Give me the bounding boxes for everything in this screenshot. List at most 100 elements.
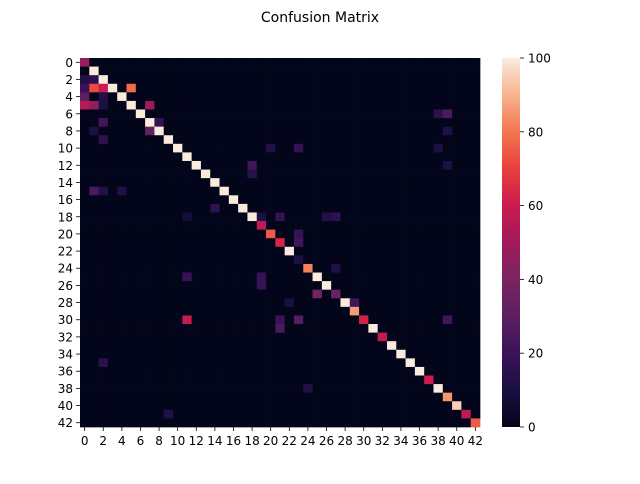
heatmap-cell <box>331 66 341 76</box>
heatmap-cell <box>266 143 276 153</box>
heatmap-cell <box>182 401 192 411</box>
heatmap-cell <box>191 298 202 308</box>
heatmap-cell <box>293 289 304 299</box>
heatmap-cell <box>107 392 118 402</box>
heatmap-cell <box>210 324 220 333</box>
heatmap-cell <box>210 212 220 222</box>
heatmap-cell <box>461 289 472 299</box>
heatmap-cell <box>321 358 332 368</box>
heatmap-cell <box>89 392 99 402</box>
heatmap-cell <box>200 366 211 376</box>
heatmap-cell <box>303 255 313 265</box>
heatmap-cell <box>377 75 388 85</box>
heatmap-cell <box>461 366 472 376</box>
heatmap-cell <box>117 212 127 222</box>
heatmap-cell <box>340 332 351 342</box>
heatmap-cell <box>191 83 202 93</box>
heatmap-cell <box>173 238 183 248</box>
heatmap-cell <box>126 384 137 394</box>
heatmap-cell <box>117 366 127 376</box>
heatmap-cell <box>107 143 118 153</box>
heatmap-cell <box>396 332 406 342</box>
heatmap-cell <box>80 203 90 213</box>
heatmap-cell <box>275 418 286 428</box>
heatmap-cell <box>256 152 267 162</box>
heatmap-cell <box>117 58 127 67</box>
heatmap-cell <box>256 118 267 128</box>
heatmap-cell <box>135 152 146 162</box>
heatmap-cell <box>219 298 230 308</box>
heatmap-cell <box>293 58 304 67</box>
heatmap-cell <box>238 358 248 368</box>
heatmap-cell <box>331 143 341 153</box>
heatmap-cell <box>200 341 211 351</box>
heatmap-cell <box>266 152 276 162</box>
heatmap-cell <box>368 212 379 222</box>
heatmap-cell <box>293 409 304 419</box>
heatmap-cell <box>126 341 137 351</box>
heatmap-cell <box>275 255 286 265</box>
heatmap-cell <box>275 384 286 394</box>
heatmap-cell <box>98 358 109 368</box>
heatmap-cell <box>182 332 192 342</box>
heatmap-cell <box>154 418 165 428</box>
heatmap-cell <box>461 152 472 162</box>
heatmap-cell <box>359 272 369 282</box>
heatmap-cell <box>200 409 211 419</box>
heatmap-cell <box>228 92 239 102</box>
heatmap-cell <box>80 160 90 170</box>
heatmap-cell <box>107 401 118 411</box>
heatmap-cell <box>442 255 453 265</box>
heatmap-cell <box>293 366 304 376</box>
heatmap-cell <box>461 203 472 213</box>
heatmap-cell <box>247 152 258 162</box>
heatmap-cell <box>303 109 313 119</box>
heatmap-cell <box>470 126 481 136</box>
heatmap-cell <box>405 324 416 333</box>
heatmap-cell <box>442 229 453 239</box>
heatmap-cell <box>470 195 481 205</box>
heatmap-cell <box>117 401 127 411</box>
heatmap-cell <box>349 349 360 359</box>
heatmap-cell <box>377 195 388 205</box>
heatmap-cell <box>452 324 462 333</box>
heatmap-cell <box>377 315 388 325</box>
heatmap-cell <box>256 401 267 411</box>
heatmap-cell <box>135 272 146 282</box>
heatmap-cell <box>405 66 416 76</box>
heatmap-cell <box>145 152 155 162</box>
heatmap-cell <box>340 341 351 351</box>
heatmap-cell <box>145 58 155 67</box>
heatmap-cell <box>135 238 146 248</box>
heatmap-cell <box>191 392 202 402</box>
heatmap-cell <box>191 100 202 110</box>
heatmap-cell <box>89 418 99 428</box>
heatmap-cell <box>89 238 99 248</box>
heatmap-cell <box>321 143 332 153</box>
heatmap-cell <box>173 349 183 359</box>
heatmap-cell <box>377 143 388 153</box>
heatmap-cell <box>368 315 379 325</box>
heatmap-cell <box>173 418 183 428</box>
heatmap-cell <box>98 341 109 351</box>
heatmap-cell <box>210 332 220 342</box>
heatmap-cell <box>405 281 416 291</box>
heatmap-cell <box>303 418 313 428</box>
heatmap-cell <box>107 366 118 376</box>
heatmap-cell <box>266 246 276 256</box>
heatmap-cell <box>200 392 211 402</box>
heatmap-cell <box>275 92 286 102</box>
heatmap-cell <box>182 298 192 308</box>
heatmap-cell <box>80 221 90 230</box>
heatmap-cell <box>219 92 230 102</box>
heatmap-cell <box>424 341 434 351</box>
heatmap-cell <box>89 66 99 76</box>
heatmap-cell <box>191 366 202 376</box>
heatmap-cell <box>98 178 109 188</box>
heatmap-cell <box>275 135 286 145</box>
heatmap-cell <box>256 160 267 170</box>
heatmap-cell <box>405 229 416 239</box>
heatmap-cell <box>145 418 155 428</box>
x-tick-label: 26 <box>319 434 334 448</box>
heatmap-cell <box>312 332 323 342</box>
